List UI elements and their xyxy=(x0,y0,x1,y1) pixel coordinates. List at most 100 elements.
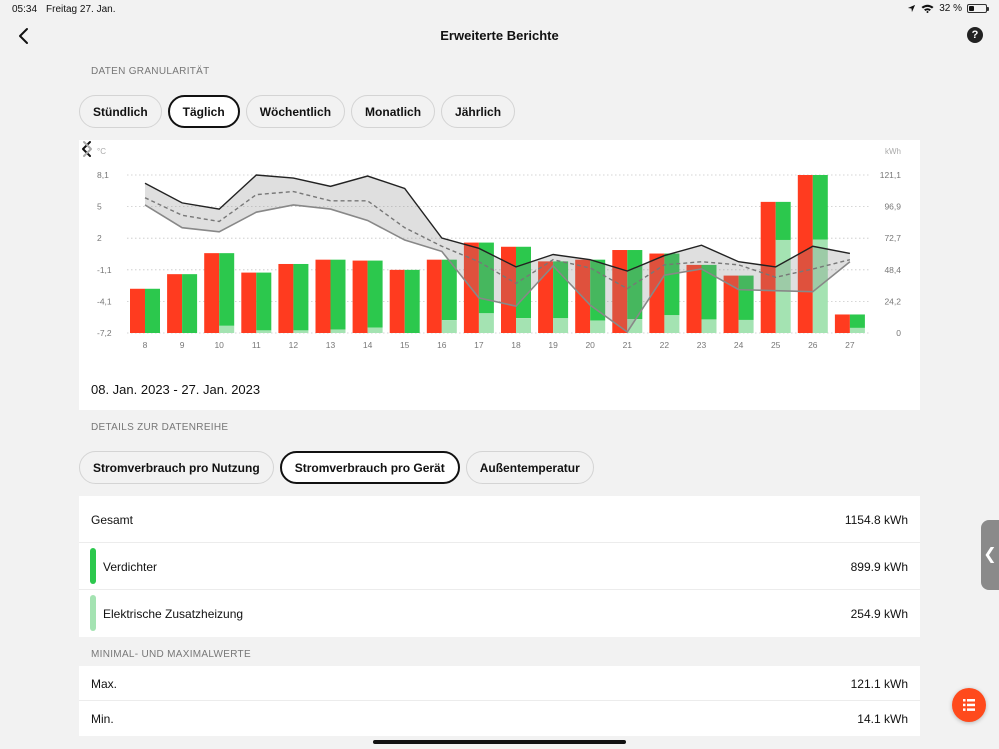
details-card: Gesamt 1154.8 kWh Verdichter 899.9 kWh E… xyxy=(79,496,920,637)
min-value: 14.1 kWh xyxy=(857,712,908,726)
x-tick-label: 19 xyxy=(548,340,558,350)
total-bar xyxy=(649,253,665,333)
x-tick-label: 9 xyxy=(180,340,185,350)
list-fab-button[interactable] xyxy=(952,688,986,722)
compressor-bar xyxy=(664,253,680,316)
left-tick-label: 8,1 xyxy=(97,170,109,180)
x-tick-label: 11 xyxy=(252,340,261,350)
temperature-band xyxy=(145,175,850,332)
back-chevron-icon[interactable] xyxy=(14,26,34,46)
min-label: Min. xyxy=(91,712,114,726)
auxiliary-heater-bar xyxy=(516,318,531,333)
max-row: Max. 121.1 kWh xyxy=(79,666,920,701)
details-per-device-tab[interactable]: Stromverbrauch pro Gerät xyxy=(279,451,460,484)
energy-temperature-chart: °C kWh 8,1 121,1 5 96,9 2 72,7 -1,1 48,4 -4,1 24,2 -… xyxy=(97,147,902,350)
next-range-chevron-icon[interactable] xyxy=(79,140,95,158)
granularity-hourly-tab[interactable]: Stündlich xyxy=(79,95,162,128)
total-bar xyxy=(315,259,331,333)
details-outdoor-temperature-tab[interactable]: Außentemperatur xyxy=(465,451,594,484)
granularity-daily-tab[interactable]: Täglich xyxy=(167,95,240,128)
total-bar xyxy=(760,201,776,333)
auxiliary-heater-bar xyxy=(738,319,754,333)
total-bar xyxy=(538,261,554,333)
compressor-bar xyxy=(441,259,457,321)
details-per-usage-tab[interactable]: Stromverbrauch pro Nutzung xyxy=(79,451,274,484)
x-tick-label: 21 xyxy=(623,340,633,350)
home-indicator xyxy=(373,740,626,744)
x-tick-label: 27 xyxy=(845,340,855,350)
compressor-bar xyxy=(182,274,198,333)
x-tick-label: 25 xyxy=(771,340,781,350)
auxiliary-heater-bar xyxy=(775,239,791,333)
x-tick-label: 14 xyxy=(363,340,373,350)
auxiliary-heater-bar xyxy=(478,313,494,333)
x-tick-label: 26 xyxy=(808,340,818,350)
battery-icon xyxy=(967,4,989,13)
right-tick-label: 96,9 xyxy=(884,202,901,212)
compressor-bar xyxy=(404,269,420,333)
auxiliary-heater-bar xyxy=(553,318,569,333)
compressor-bar xyxy=(478,242,494,314)
auxiliary-heater-color-swatch xyxy=(90,595,96,631)
compressor-bar xyxy=(293,263,309,331)
help-icon[interactable]: ? xyxy=(967,27,983,43)
auxiliary-heater-bar xyxy=(627,319,643,333)
auxiliary-heater-bar xyxy=(701,319,717,333)
x-tick-label: 16 xyxy=(437,340,447,350)
x-tick-label: 12 xyxy=(289,340,299,350)
list-icon xyxy=(963,699,975,711)
details-row-value: 254.9 kWh xyxy=(850,607,908,621)
compressor-bar xyxy=(256,272,272,331)
status-icons: 32 % xyxy=(907,3,989,14)
auxiliary-heater-bar xyxy=(256,330,272,333)
compressor-bar xyxy=(145,288,160,333)
x-tick-label: 13 xyxy=(326,340,336,350)
total-bar xyxy=(723,275,739,333)
left-tick-label: -4,1 xyxy=(97,296,112,306)
left-tick-label: -1,1 xyxy=(97,265,112,275)
granularity-weekly-tab[interactable]: Wöchentlich xyxy=(245,95,346,128)
compressor-bar xyxy=(367,260,383,328)
minmax-card: Max. 121.1 kWh Min. 14.1 kWh xyxy=(79,666,920,736)
compressor-bar xyxy=(849,314,865,328)
max-label: Max. xyxy=(91,677,118,691)
status-bar: 05:34 Freitag 27. Jan. 32 % xyxy=(0,0,999,18)
compressor-bar xyxy=(738,275,754,320)
auxiliary-heater-bar xyxy=(441,320,457,333)
total-bar xyxy=(352,260,368,333)
x-tick-label: 23 xyxy=(697,340,707,350)
total-bar xyxy=(130,288,145,333)
details-row-label: Verdichter xyxy=(103,560,158,574)
min-row: Min. 14.1 kWh xyxy=(79,701,920,736)
right-tick-label: 121,1 xyxy=(880,170,902,180)
auxiliary-heater-bar xyxy=(219,325,235,333)
status-time: 05:34 xyxy=(12,4,38,15)
x-tick-label: 18 xyxy=(511,340,521,350)
x-tick-label: 20 xyxy=(585,340,595,350)
x-tick-label: 15 xyxy=(400,340,410,350)
total-bar xyxy=(204,253,220,333)
x-tick-label: 8 xyxy=(143,340,148,350)
details-row-total: Gesamt 1154.8 kWh xyxy=(79,496,920,543)
side-panel-handle[interactable]: ❮ xyxy=(981,520,999,590)
chart-card: °C kWh 8,1 121,1 5 96,9 2 72,7 -1,1 48,4 -4,1 24,2 -… xyxy=(79,140,920,410)
total-bar xyxy=(501,246,516,333)
auxiliary-heater-bar xyxy=(367,327,383,333)
date-range: 08. Jan. 2023 - 27. Jan. 2023 xyxy=(91,382,261,397)
x-tick-label: 10 xyxy=(214,340,224,350)
details-row-label: Elektrische Zusatzheizung xyxy=(103,607,244,621)
total-bar xyxy=(426,259,442,333)
total-bar xyxy=(241,272,257,333)
auxiliary-heater-bar xyxy=(664,315,680,333)
compressor-bar xyxy=(812,175,828,240)
total-bar xyxy=(797,175,813,333)
x-tick-label: 17 xyxy=(474,340,484,350)
right-tick-label: 48,4 xyxy=(884,265,901,275)
left-tick-label: 2 xyxy=(97,233,102,243)
granularity-yearly-tab[interactable]: Jährlich xyxy=(441,95,516,128)
granularity-monthly-tab[interactable]: Monatlich xyxy=(351,95,436,128)
right-tick-label: 72,7 xyxy=(884,233,901,243)
auxiliary-heater-bar xyxy=(849,327,865,333)
details-row-value: 1154.8 kWh xyxy=(844,513,908,527)
total-bar xyxy=(834,314,850,333)
